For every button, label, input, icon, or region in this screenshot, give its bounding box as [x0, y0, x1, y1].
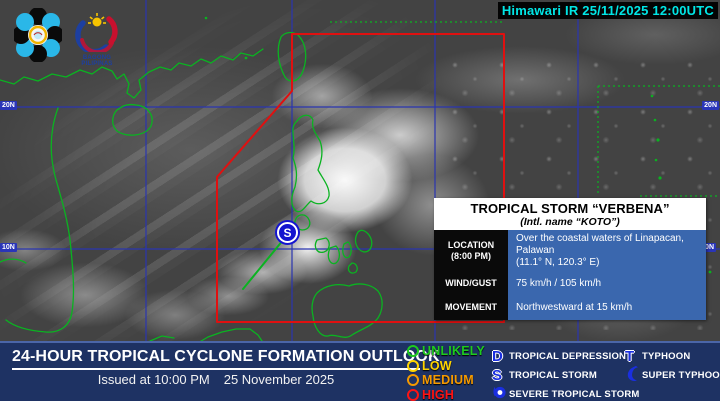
legend-tropical-depression: D TROPICAL DEPRESSION — [492, 347, 640, 366]
footer-band: 24-HOUR TROPICAL CYCLONE FORMATION OUTLO… — [0, 341, 720, 401]
typhoon-symbol: T — [625, 348, 635, 365]
bagong-pilipinas-icon — [75, 13, 118, 55]
bagong-pilipinas-label: BAGONG PILIPINAS — [81, 55, 113, 67]
severe-tropical-storm-icon — [492, 385, 509, 401]
legend-super-typhoon: SUPER TYPHOON — [625, 365, 720, 386]
tropical-storm-symbol: S — [283, 225, 292, 240]
china-coastline — [0, 48, 264, 99]
severe-tropical-storm-label: SEVERE TROPICAL STORM — [509, 389, 640, 400]
pagasa-logo — [12, 7, 64, 67]
tropical-depression-symbol: D — [492, 348, 503, 365]
super-typhoon-label: SUPER TYPHOON — [642, 370, 720, 381]
bagong-pilipinas-logo: BAGONG PILIPINAS — [70, 10, 124, 67]
risk-ring-medium-icon — [407, 374, 419, 387]
lat-label-20n-right: 20N — [702, 101, 719, 110]
legend-typhoon: T TYPHOON — [625, 347, 720, 366]
risk-label-low: LOW — [422, 358, 452, 373]
wind-gust-label: WIND/GUST — [434, 272, 508, 296]
risk-label-high: HIGH — [422, 387, 455, 401]
palawan-island — [242, 234, 288, 290]
typhoon-label: TYPHOON — [642, 351, 691, 362]
lat-label-20n-left: 20N — [0, 101, 17, 110]
category-legend-column-2: T TYPHOON SUPER TYPHOON — [625, 347, 720, 385]
location-value-line1: Over the coastal waters of Linapacan, Pa… — [516, 233, 684, 256]
risk-row-unlikely: UNLIKELY — [407, 344, 485, 359]
risk-label-medium: MEDIUM — [422, 373, 474, 388]
visayas-islands — [314, 229, 373, 274]
tropical-storm-symbol: S — [492, 367, 503, 384]
legend-tropical-storm: S TROPICAL STORM — [492, 366, 640, 385]
movement-label: MOVEMENT — [434, 296, 508, 320]
movement-value-text: Northwestward at 15 km/h — [516, 302, 633, 313]
wind-gust-label-text: WIND/GUST — [445, 278, 497, 289]
storm-info-header: TROPICAL STORM “VERBENA” (Intl. name “KO… — [434, 198, 706, 230]
risk-row-low: LOW — [407, 359, 485, 374]
issued-date: 25 November 2025 — [223, 372, 335, 387]
wind-gust-value-text: 75 km/h / 105 km/h — [516, 278, 602, 289]
formation-risk-legend: UNLIKELY LOW MEDIUM HIGH — [407, 344, 485, 401]
lat-label-10n-left: 10N — [0, 243, 17, 252]
storm-title: TROPICAL STORM “VERBENA” — [470, 201, 670, 216]
risk-row-medium: MEDIUM — [407, 373, 485, 388]
location-label: LOCATION (8:00 PM) — [434, 230, 508, 272]
location-label-line2: (8:00 PM) — [450, 251, 491, 261]
mindanao-island — [311, 283, 383, 338]
storm-center-marker: S — [277, 222, 298, 243]
risk-row-high: HIGH — [407, 388, 485, 401]
tropical-depression-label: TROPICAL DEPRESSION — [509, 351, 627, 362]
location-value-line2: (11.1° N, 120.3° E) — [516, 257, 600, 268]
par-boundary — [216, 33, 505, 323]
movement-label-text: MOVEMENT — [444, 302, 497, 313]
legend-severe-tropical-storm: SEVERE TROPICAL STORM — [492, 385, 640, 401]
mekong-coast — [0, 258, 27, 264]
vietnam-coastline — [5, 107, 75, 333]
risk-ring-high-icon — [407, 388, 419, 401]
borneo-coastline — [149, 328, 263, 345]
coastlines — [0, 31, 383, 345]
satellite-caption: Himawari IR 25/11/2025 12:00UTC — [497, 2, 718, 19]
outlook-title-block: 24-HOUR TROPICAL CYCLONE FORMATION OUTLO… — [12, 348, 440, 387]
issued-time: Issued at 10:00 PM — [97, 372, 210, 387]
risk-ring-low-icon — [407, 359, 419, 372]
wind-gust-value: 75 km/h / 105 km/h — [508, 272, 706, 296]
category-legend-column-1: D TROPICAL DEPRESSION S TROPICAL STORM S… — [492, 347, 640, 401]
taiwan-island — [277, 31, 307, 82]
small-islands — [204, 16, 712, 274]
location-label-line1: LOCATION — [447, 239, 495, 250]
hainan-island — [112, 103, 153, 136]
storm-intl-name: (Intl. name “KOTO”) — [520, 216, 620, 228]
outlook-title: 24-HOUR TROPICAL CYCLONE FORMATION OUTLO… — [12, 348, 440, 370]
movement-value: Northwestward at 15 km/h — [508, 296, 706, 320]
risk-label-unlikely: UNLIKELY — [422, 344, 485, 359]
pagasa-logo-icon — [12, 7, 64, 63]
lat-label-10n-right: 10N — [699, 243, 716, 252]
storm-info-box: TROPICAL STORM “VERBENA” (Intl. name “KO… — [434, 198, 706, 320]
luzon-island — [291, 114, 330, 213]
risk-ring-unlikely-icon — [407, 345, 419, 358]
dashed-boundary-lines — [330, 21, 720, 197]
issued-line: Issued at 10:00 PM 25 November 2025 — [12, 372, 420, 387]
super-typhoon-icon — [625, 365, 642, 386]
tropical-storm-label: TROPICAL STORM — [509, 370, 597, 381]
location-value: Over the coastal waters of Linapacan, Pa… — [508, 230, 706, 272]
